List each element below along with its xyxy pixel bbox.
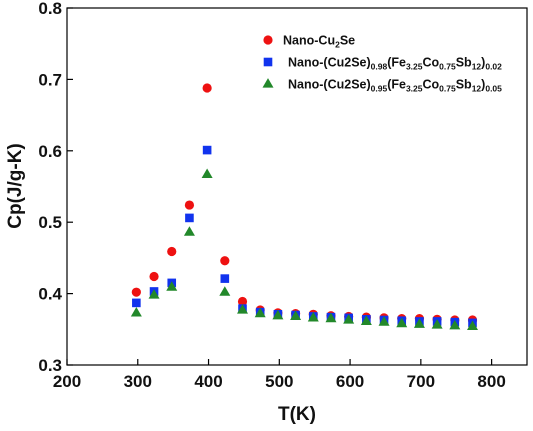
circle-point (220, 256, 230, 266)
y-tick-label: 0.5 (38, 213, 62, 232)
circle-point (131, 287, 141, 297)
triangle-point (254, 307, 266, 318)
legend-label-part: Sb (456, 56, 472, 70)
triangle-point (431, 319, 443, 329)
legend-label-part: (Fe (387, 56, 406, 70)
legend-square-icon (263, 57, 273, 67)
legend-label-subscript: 0.75 (439, 62, 456, 72)
legend-label-part: Nano-Cu (283, 34, 335, 48)
circle-point (237, 296, 248, 307)
x-tick-label: 600 (336, 372, 364, 391)
legend-label-subscript: 0.95 (371, 84, 388, 94)
triangle-point (183, 226, 195, 236)
square-point (185, 213, 194, 223)
legend-label-part: ) (481, 78, 485, 92)
y-tick-label: 0.7 (38, 70, 62, 89)
legend-label-subscript: 3.25 (406, 62, 423, 72)
data-markers (130, 83, 479, 331)
legend-label-part: Co (423, 56, 440, 70)
axis-ticks: 200 300 400 500 600 700 800 0.3 0.4 0.5 0.6 0.7 0.8 (38, 0, 505, 391)
legend-item: Nano-(Cu2Se)0.98(Fe3.25Co0.75Sb12)0.02 (263, 56, 502, 72)
triangle-point (148, 289, 160, 299)
legend-label: Nano-Cu2Se (283, 34, 355, 50)
legend-label-subscript: 12 (472, 62, 482, 72)
legend-circle-icon (263, 35, 273, 45)
triangle-point (201, 168, 213, 178)
legend-triangle-icon (262, 78, 274, 88)
legend-label: Nano-(Cu2Se)0.95(Fe3.25Co0.75Sb12)0.05 (288, 78, 502, 94)
legend-label-part: Sb (456, 78, 472, 92)
legend-label-part: Co (423, 78, 440, 92)
legend-label-subscript: 0.05 (485, 84, 502, 94)
triangle-point (378, 316, 390, 326)
triangle-point (360, 315, 372, 326)
legend-item: Nano-(Cu2Se)0.95(Fe3.25Co0.75Sb12)0.05 (262, 78, 502, 94)
x-tick-label: 200 (53, 372, 81, 391)
circle-point (202, 83, 212, 93)
legend: Nano-Cu2SeNano-(Cu2Se)0.98(Fe3.25Co0.75S… (262, 34, 502, 94)
x-tick-label: 400 (194, 372, 222, 391)
legend-label-subscript: 0.75 (439, 84, 456, 94)
triangle-point (343, 314, 355, 324)
legend-label-subscript: 3.25 (406, 84, 423, 94)
x-tick-label: 800 (477, 372, 505, 391)
y-tick-label: 0.6 (38, 142, 62, 161)
triangle-point (396, 317, 408, 328)
series-1 (131, 83, 478, 325)
x-axis-title: T(K) (278, 404, 316, 425)
y-tick-label: 0.3 (38, 356, 62, 375)
y-axis-title: Cp(J/g-K) (5, 143, 26, 228)
triangle-point (467, 320, 479, 331)
circle-point (149, 271, 159, 282)
legend-label-subscript: 0.98 (371, 62, 388, 72)
triangle-point (272, 309, 284, 320)
triangle-point (237, 304, 249, 314)
square-point (132, 298, 141, 308)
triangle-point (325, 312, 337, 323)
square-point (202, 145, 212, 155)
square-point (220, 274, 230, 283)
y-tick-label: 0.4 (38, 285, 62, 304)
series-3 (130, 168, 479, 331)
legend-label-part: ) (481, 56, 485, 70)
triangle-point (449, 319, 461, 330)
legend-label-subscript: 2 (335, 40, 340, 50)
triangle-point (290, 310, 302, 321)
legend-item: Nano-Cu2Se (263, 34, 355, 50)
legend-label-part: (Fe (387, 78, 406, 92)
legend-label-part: Se (340, 34, 355, 48)
triangle-point (307, 311, 319, 322)
y-tick-label: 0.8 (38, 0, 62, 18)
legend-label: Nano-(Cu2Se)0.98(Fe3.25Co0.75Sb12)0.02 (288, 56, 502, 72)
circle-point (184, 200, 195, 210)
x-tick-label: 300 (124, 372, 152, 391)
x-tick-label: 700 (407, 372, 435, 391)
triangle-point (219, 286, 231, 296)
series-2 (132, 145, 477, 328)
triangle-point (130, 306, 142, 317)
legend-label-part: Nano-(Cu2Se) (288, 78, 371, 92)
legend-label-part: Nano-(Cu2Se) (288, 56, 371, 70)
triangle-point (413, 318, 425, 328)
triangle-point (166, 281, 178, 291)
plot-frame (66, 7, 528, 366)
legend-label-subscript: 0.02 (485, 62, 502, 72)
x-tick-label: 500 (265, 372, 293, 391)
legend-label-subscript: 12 (472, 84, 482, 94)
circle-point (167, 246, 177, 257)
